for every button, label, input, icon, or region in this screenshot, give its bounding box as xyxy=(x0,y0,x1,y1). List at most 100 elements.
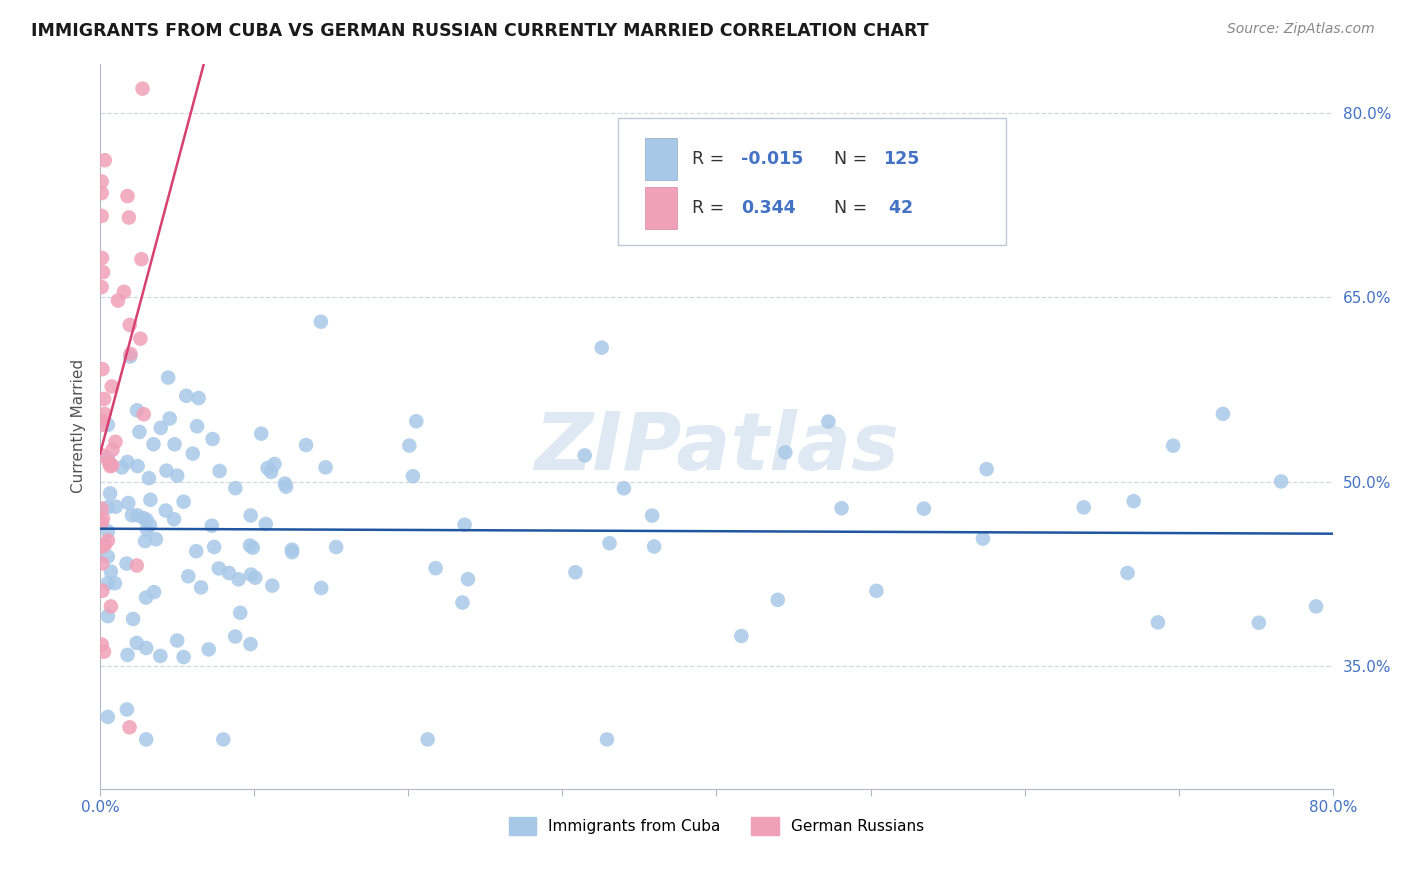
Point xyxy=(91,511,114,525)
Text: R =: R = xyxy=(692,199,730,218)
Point xyxy=(90,186,112,200)
Point xyxy=(775,445,797,459)
Point xyxy=(212,732,235,747)
Point xyxy=(104,434,127,449)
Point xyxy=(90,280,112,294)
Point xyxy=(90,638,112,652)
Point xyxy=(143,585,166,599)
Point xyxy=(98,459,121,474)
Point xyxy=(190,581,212,595)
Text: 125: 125 xyxy=(883,150,920,168)
Point xyxy=(90,540,112,554)
Point xyxy=(135,513,157,527)
Point xyxy=(117,496,139,510)
Point xyxy=(118,318,141,332)
Point xyxy=(187,391,209,405)
Point xyxy=(224,481,246,495)
Point xyxy=(574,449,596,463)
Point xyxy=(224,630,246,644)
Point xyxy=(250,426,273,441)
Text: R =: R = xyxy=(692,150,730,168)
Point xyxy=(115,557,138,571)
Point xyxy=(260,465,283,479)
Point xyxy=(912,501,935,516)
Point xyxy=(817,415,839,429)
Point xyxy=(599,536,621,550)
Point xyxy=(451,595,474,609)
Point xyxy=(274,480,297,494)
Point xyxy=(101,458,124,473)
Point xyxy=(229,606,252,620)
Point xyxy=(97,710,120,724)
Point xyxy=(239,637,262,651)
Point xyxy=(90,174,112,188)
Point xyxy=(1122,494,1144,508)
Point xyxy=(94,538,117,552)
Text: Source: ZipAtlas.com: Source: ZipAtlas.com xyxy=(1227,22,1375,37)
Point xyxy=(100,565,122,579)
Point xyxy=(132,407,155,421)
Point xyxy=(263,457,285,471)
Point xyxy=(90,413,112,427)
Point xyxy=(100,379,122,393)
Point xyxy=(1212,407,1234,421)
Point xyxy=(142,437,165,451)
Point xyxy=(97,524,120,539)
Point xyxy=(425,561,447,575)
Point xyxy=(643,540,665,554)
FancyBboxPatch shape xyxy=(617,119,1007,245)
Point xyxy=(239,539,262,553)
Point xyxy=(93,392,115,406)
Point xyxy=(453,517,475,532)
Point xyxy=(309,315,332,329)
Point xyxy=(173,650,195,665)
Point xyxy=(1147,615,1170,630)
Point xyxy=(197,642,219,657)
Point xyxy=(91,583,114,598)
Point xyxy=(139,518,162,533)
Point xyxy=(281,542,304,557)
Legend: Immigrants from Cuba, German Russians: Immigrants from Cuba, German Russians xyxy=(509,816,924,835)
Point xyxy=(135,640,157,655)
Point xyxy=(166,633,188,648)
Point xyxy=(564,566,586,580)
Point xyxy=(416,732,439,747)
Point xyxy=(186,419,208,434)
Point xyxy=(90,417,112,432)
Point xyxy=(112,285,135,299)
Point xyxy=(125,558,148,573)
Point xyxy=(118,211,141,225)
Point xyxy=(145,533,167,547)
Point xyxy=(163,512,186,526)
Point xyxy=(98,486,121,500)
Point xyxy=(173,494,195,508)
Point xyxy=(104,576,127,591)
Point xyxy=(274,476,297,491)
Point xyxy=(242,541,264,555)
Point xyxy=(94,153,117,168)
Point xyxy=(136,522,159,536)
Point xyxy=(181,447,204,461)
Point xyxy=(865,583,887,598)
Bar xyxy=(645,138,678,180)
Point xyxy=(218,566,240,580)
Point xyxy=(117,189,139,203)
Point xyxy=(976,462,998,476)
Point xyxy=(591,341,613,355)
Point xyxy=(295,438,318,452)
Point xyxy=(97,417,120,432)
Point xyxy=(596,732,619,747)
Point xyxy=(139,492,162,507)
Point xyxy=(91,251,114,265)
Text: 42: 42 xyxy=(883,199,912,218)
Point xyxy=(125,403,148,417)
Point xyxy=(177,569,200,583)
Point xyxy=(1116,566,1139,580)
Point xyxy=(398,439,420,453)
Point xyxy=(201,518,224,533)
Point xyxy=(100,599,122,614)
Point xyxy=(127,459,149,474)
Point xyxy=(132,511,155,525)
Point xyxy=(90,516,112,530)
Point xyxy=(239,508,262,523)
